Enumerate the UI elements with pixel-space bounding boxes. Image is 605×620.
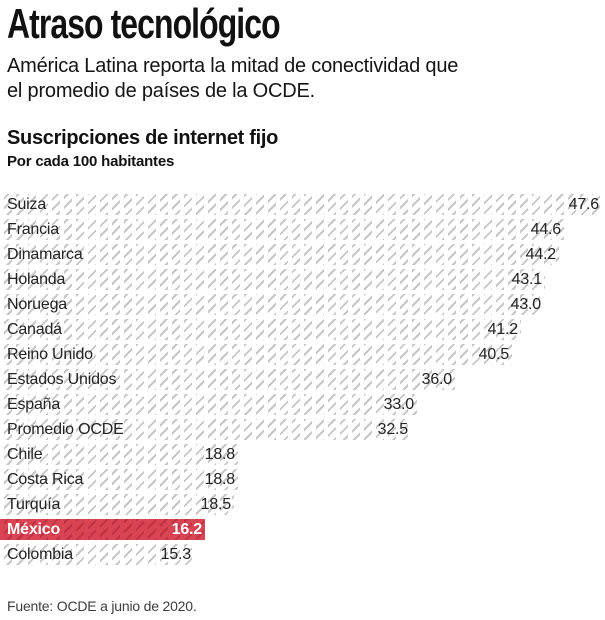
country-label: Costa Rica xyxy=(7,470,84,488)
value-label: 43.1 xyxy=(511,270,543,288)
country-label: Estados Unidos xyxy=(7,370,117,388)
chart-row: Reino Unido 40.5 xyxy=(0,344,512,365)
country-label: Noruega xyxy=(7,295,67,313)
country-label: Canadá xyxy=(7,320,62,338)
country-label: Holanda xyxy=(7,270,66,288)
value-label: 18.5 xyxy=(200,495,232,513)
country-label: Colombia xyxy=(7,545,73,563)
value-label: 32.5 xyxy=(377,420,409,438)
chart-row: Dinamarca 44.2 xyxy=(0,244,559,265)
value-label: 18.8 xyxy=(204,445,236,463)
chart-rows: Suiza 47.6 Francia 44.6 Dinamarca 44.2 Holanda… xyxy=(0,194,605,565)
country-label: Suiza xyxy=(7,195,47,213)
country-label: Dinamarca xyxy=(7,245,83,263)
chart: Suscripciones de internet fijo Por cada … xyxy=(0,126,605,565)
chart-title: Suscripciones de internet fijo xyxy=(7,127,279,149)
header: Atraso tecnológico América Latina report… xyxy=(0,3,605,104)
value-label: 43.0 xyxy=(510,295,542,313)
chart-row: Estados Unidos 36.0 xyxy=(0,369,455,390)
chart-row: Canadá 41.2 xyxy=(0,319,521,340)
chart-row: Costa Rica 18.8 xyxy=(0,469,238,490)
value-label: 44.6 xyxy=(530,220,562,238)
country-label: Chile xyxy=(7,445,43,463)
country-label: España xyxy=(7,395,61,413)
value-label: 41.2 xyxy=(487,320,519,338)
chart-row: Holanda 43.1 xyxy=(0,269,545,290)
country-label: Francia xyxy=(7,220,59,238)
value-label: 44.2 xyxy=(525,245,557,263)
chart-row: México 16.2 xyxy=(0,519,205,540)
chart-row: Colombia 15.3 xyxy=(0,544,194,565)
chart-subtitle: Por cada 100 habitantes xyxy=(7,153,175,170)
page-title: Atraso tecnológico xyxy=(7,0,281,47)
country-label: México xyxy=(7,520,61,538)
chart-row: Suiza 47.6 xyxy=(0,194,602,215)
chart-row: Turquía 18.5 xyxy=(0,494,234,515)
country-label: Turquía xyxy=(7,495,61,513)
chart-row: Chile 18.8 xyxy=(0,444,238,465)
value-label: 36.0 xyxy=(421,370,453,388)
value-label: 47.6 xyxy=(568,195,600,213)
subtitle-line-1: América Latina reporta la mitad de conec… xyxy=(7,55,459,77)
source-note: Fuente: OCDE a junio de 2020. xyxy=(7,598,197,614)
chart-row: Francia 44.6 xyxy=(0,219,564,240)
chart-row: Promedio OCDE 32.5 xyxy=(0,419,411,440)
chart-row: España 33.0 xyxy=(0,394,417,415)
country-label: Reino Unido xyxy=(7,345,93,363)
value-label: 15.3 xyxy=(160,545,192,563)
value-label: 40.5 xyxy=(478,345,510,363)
page-subtitle: América Latina reporta la mitad de conec… xyxy=(7,54,605,104)
value-label: 33.0 xyxy=(383,395,415,413)
value-label: 16.2 xyxy=(171,520,203,538)
country-label: Promedio OCDE xyxy=(7,420,124,438)
subtitle-line-2: el promedio de países de la OCDE. xyxy=(7,80,316,102)
value-label: 18.8 xyxy=(204,470,236,488)
chart-row: Noruega 43.0 xyxy=(0,294,544,315)
